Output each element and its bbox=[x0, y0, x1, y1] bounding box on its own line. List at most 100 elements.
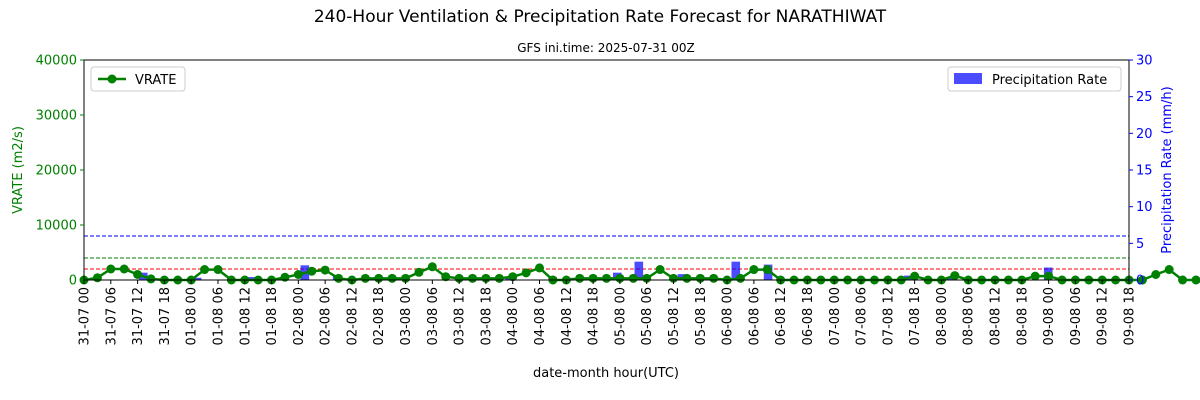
x-tick-label: 01-08 18 bbox=[265, 287, 280, 345]
x-tick-label: 01-08 12 bbox=[238, 287, 253, 345]
x-tick-label: 08-08 18 bbox=[1015, 287, 1030, 345]
vrate-point bbox=[762, 265, 772, 275]
x-tick-label: 06-08 00 bbox=[721, 287, 736, 345]
vrate-point bbox=[695, 273, 705, 283]
x-tick-label: 02-08 18 bbox=[372, 287, 387, 345]
vrate-point bbox=[602, 273, 611, 283]
vrate-point bbox=[535, 263, 545, 273]
plot-frame bbox=[83, 59, 1130, 281]
vrate-point bbox=[213, 265, 223, 275]
vrate-point bbox=[615, 273, 625, 283]
x-tick-label: 08-08 06 bbox=[962, 287, 977, 345]
vrate-point bbox=[709, 273, 719, 283]
y-left-tick-label: 0 bbox=[69, 274, 77, 289]
x-tick-label: 02-08 00 bbox=[292, 287, 307, 345]
vrate-point bbox=[374, 273, 384, 283]
precip-bar bbox=[731, 261, 741, 280]
x-tick-label: 04-08 12 bbox=[560, 287, 575, 345]
vrate-point bbox=[1164, 265, 1174, 275]
vrate-point bbox=[682, 273, 692, 283]
chart-subtitle: GFS ini.time: 2025-07-31 00Z bbox=[517, 41, 695, 55]
legend-vrate-box bbox=[90, 66, 186, 92]
vrate-point bbox=[293, 270, 303, 279]
x-tick-label: 07-08 18 bbox=[908, 287, 923, 345]
vrate-point bbox=[588, 273, 598, 283]
precip-bar bbox=[246, 277, 256, 280]
x-tick-label: 31-07 12 bbox=[131, 287, 146, 345]
x-tick-label: 02-08 12 bbox=[345, 287, 360, 345]
vrate-point bbox=[1137, 275, 1147, 285]
vrate-point bbox=[521, 268, 531, 278]
legend-vrate-marker bbox=[107, 74, 117, 84]
legend-precip[interactable]: Precipitation Rate bbox=[947, 66, 1122, 92]
x-axis-label: date-month hour(UTC) bbox=[533, 366, 679, 381]
y-right-tick-label: 15 bbox=[1136, 164, 1153, 179]
vrate-point bbox=[910, 271, 920, 281]
x-tick-label: 03-08 18 bbox=[479, 287, 494, 345]
x-tick-label: 04-08 06 bbox=[533, 287, 548, 345]
y-right-tick-label: 25 bbox=[1136, 90, 1153, 105]
x-tick-label: 01-08 00 bbox=[185, 287, 200, 345]
x-tick-label: 03-08 12 bbox=[453, 287, 468, 345]
vrate-point bbox=[642, 273, 652, 283]
y-left-tick-label: 40000 bbox=[36, 54, 77, 69]
vrate-point bbox=[468, 273, 478, 283]
legend-vrate[interactable]: VRATE bbox=[90, 66, 186, 92]
legend-vrate-label: VRATE bbox=[135, 73, 176, 88]
chart-title: 240-Hour Ventilation & Precipitation Rat… bbox=[314, 7, 887, 27]
vrate-point bbox=[494, 273, 504, 283]
x-tick-label: 04-08 00 bbox=[506, 287, 521, 345]
y-left-label: VRATE (m2/s) bbox=[11, 126, 26, 214]
x-tick-label: 05-08 00 bbox=[613, 287, 628, 345]
precip-bar bbox=[677, 274, 687, 280]
x-tick-label: 06-08 12 bbox=[774, 287, 789, 345]
x-tick-label: 02-08 06 bbox=[319, 287, 334, 345]
vrate-point bbox=[427, 262, 437, 272]
vrate-point bbox=[575, 273, 585, 283]
y-right-tick-label: 0 bbox=[1136, 274, 1144, 289]
vrate-point bbox=[1191, 275, 1200, 285]
x-tick-label: 08-08 00 bbox=[935, 287, 950, 345]
left-axis-ticks: 0 10000 20000 30000 40000 bbox=[36, 54, 84, 289]
y-right-tick-label: 20 bbox=[1136, 127, 1153, 142]
x-tick-label: 04-08 18 bbox=[587, 287, 602, 345]
x-tick-label: 07-08 00 bbox=[828, 287, 843, 345]
x-tick-label: 09-08 00 bbox=[1042, 287, 1057, 345]
y-left-tick-label: 20000 bbox=[36, 164, 77, 179]
x-tick-label: 09-08 06 bbox=[1069, 287, 1084, 345]
vrate-point bbox=[454, 273, 464, 283]
vrate-point bbox=[334, 273, 344, 283]
x-tick-label: 05-08 18 bbox=[694, 287, 709, 345]
vrate-point bbox=[655, 265, 665, 275]
vrate-point bbox=[1178, 275, 1188, 285]
vrate-point bbox=[735, 273, 745, 283]
vrate-point bbox=[1044, 271, 1054, 281]
vrate-point bbox=[1030, 271, 1040, 281]
x-tick-label: 01-08 06 bbox=[211, 287, 226, 345]
reference-lines bbox=[84, 235, 1129, 270]
precip-bar bbox=[192, 277, 202, 280]
vrate-point bbox=[950, 271, 960, 281]
x-tick-label: 31-07 18 bbox=[158, 287, 173, 345]
x-axis-ticks: 31-07 00 31-07 06 31-07 12 31-07 18 01-08 00… bbox=[78, 280, 1138, 345]
vrate-point bbox=[387, 273, 397, 283]
x-tick-label: 09-08 18 bbox=[1123, 287, 1138, 345]
legend-precip-swatch bbox=[954, 73, 982, 84]
vrate-point bbox=[200, 265, 210, 275]
y-right-tick-label: 10 bbox=[1136, 200, 1153, 215]
vrate-point bbox=[360, 273, 370, 283]
x-tick-label: 07-08 12 bbox=[881, 287, 896, 345]
precip-bar bbox=[634, 261, 644, 280]
precip-bar bbox=[946, 277, 956, 280]
x-tick-label: 03-08 00 bbox=[399, 287, 414, 345]
right-axis-ticks: 0 5 10 15 20 25 30 bbox=[1129, 54, 1153, 289]
vrate-point bbox=[307, 266, 317, 276]
y-right-tick-label: 30 bbox=[1136, 54, 1153, 69]
x-tick-label: 05-08 12 bbox=[667, 287, 682, 345]
vrate-point bbox=[414, 267, 424, 277]
vrate-point bbox=[481, 273, 491, 283]
y-right-label: Precipitation Rate (mm/h) bbox=[1160, 86, 1175, 253]
vrate-point bbox=[146, 274, 156, 284]
vrate-point bbox=[441, 272, 451, 282]
